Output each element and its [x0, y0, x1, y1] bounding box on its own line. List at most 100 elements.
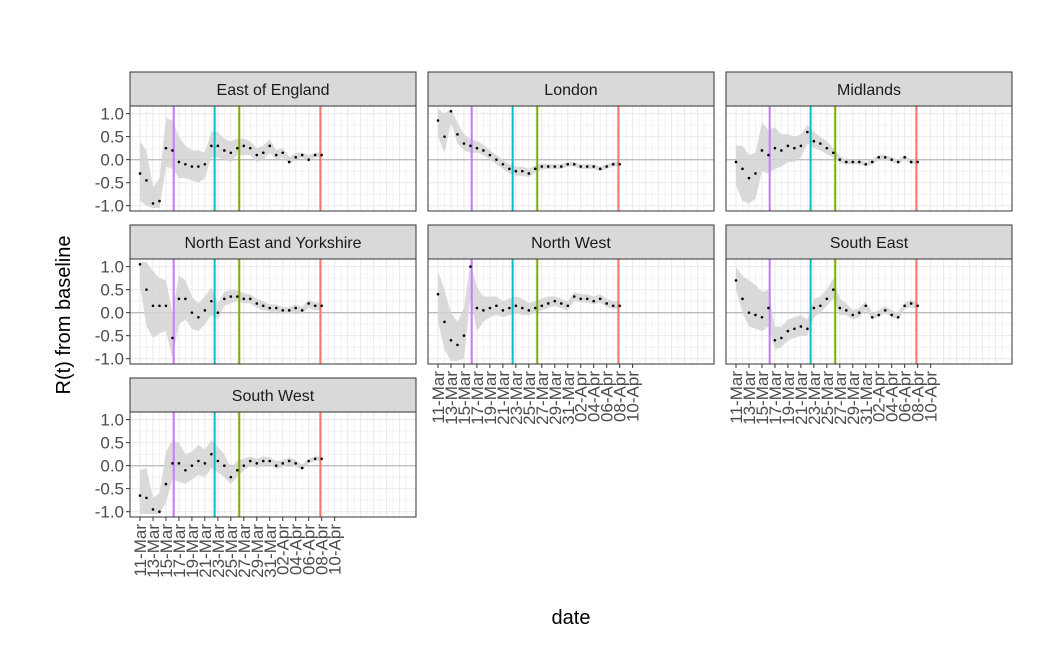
x-tick-label: 31-Mar: [261, 524, 280, 578]
panel-border-east-of-england: [129, 105, 417, 212]
data-point: [832, 288, 835, 291]
data-point: [495, 304, 498, 308]
data-point: [294, 306, 298, 310]
data-point: [793, 327, 796, 331]
data-point: [281, 151, 285, 155]
data-point: [313, 153, 317, 157]
data-point: [268, 306, 272, 310]
data-point: [223, 464, 226, 467]
data-point: [151, 202, 155, 205]
data-point: [799, 325, 803, 328]
data-point: [572, 295, 576, 298]
x-tick-label: 10-Apr: [922, 371, 941, 422]
data-point: [223, 297, 226, 301]
x-tick-label: 27-Mar: [235, 524, 254, 578]
panel-border-south-west: [129, 411, 417, 518]
x-tick-label: 06-Apr: [896, 371, 915, 422]
data-point: [261, 151, 265, 155]
x-tick-label: 08-Apr: [313, 524, 332, 575]
data-point: [780, 336, 783, 340]
data-point: [508, 167, 511, 171]
data-point: [754, 172, 757, 175]
data-point: [540, 304, 544, 308]
data-point: [488, 153, 492, 157]
data-point: [812, 306, 816, 310]
x-tick-label: 17-Mar: [468, 371, 487, 425]
data-point: [242, 297, 246, 301]
data-point: [158, 510, 161, 513]
data-point: [177, 297, 181, 301]
x-tick-label: 10-Apr: [326, 524, 345, 575]
panel-east-of-england: East of England 1.0 0.5 0.0 -0.5 -1.0: [95, 71, 417, 216]
x-tick-label: 21-Mar: [792, 371, 811, 425]
x-tick-label: 08-Apr: [909, 371, 928, 422]
panel-border-north-west: [427, 258, 715, 365]
data-point: [799, 144, 803, 148]
data-point: [890, 158, 894, 161]
data-point: [514, 169, 518, 173]
x-tick-label: 25-Mar: [818, 371, 837, 425]
strip-label-london: London: [544, 82, 597, 99]
data-point: [145, 496, 148, 500]
data-point: [171, 336, 174, 340]
data-point: [773, 338, 777, 342]
data-point: [274, 153, 278, 157]
data-point: [462, 142, 466, 145]
data-point: [307, 459, 310, 463]
y-axis-title: R(t) from baseline: [53, 236, 75, 395]
data-point: [164, 482, 168, 486]
x-tick-label: 27-Mar: [533, 371, 552, 425]
data-point: [553, 299, 557, 303]
data-point: [857, 311, 861, 314]
data-point: [909, 160, 913, 164]
data-point: [184, 162, 187, 166]
x-tick-label: 29-Mar: [546, 371, 565, 425]
data-point: [462, 334, 466, 337]
x-tick-label: 23-Mar: [209, 524, 228, 578]
x-tick-label: 29-Mar: [844, 371, 863, 425]
y-tick-label: 1.0: [100, 258, 124, 277]
data-point: [903, 156, 906, 159]
data-point: [838, 158, 842, 161]
x-tick-label: 29-Mar: [248, 524, 267, 578]
y-tick-label: 0.5: [100, 281, 124, 300]
x-tick-label: 23-Mar: [507, 371, 526, 425]
data-point: [864, 304, 868, 308]
data-point: [436, 119, 440, 122]
x-tick-label: 17-Mar: [170, 524, 189, 578]
data-point: [527, 309, 531, 312]
data-point: [274, 464, 278, 467]
data-point: [780, 149, 783, 152]
data-point: [268, 459, 272, 463]
panel-border-london: [427, 105, 715, 212]
data-point: [760, 315, 764, 319]
x-tick-label: 21-Mar: [494, 371, 513, 425]
strip-north-west: [427, 224, 715, 260]
strip-label-midlands: Midlands: [837, 82, 901, 99]
data-point: [734, 279, 738, 282]
data-point: [138, 494, 142, 497]
data-point: [255, 302, 259, 305]
data-point: [592, 299, 596, 303]
panel-border-north-east-and-yorkshire: [129, 258, 417, 365]
data-point: [495, 158, 498, 161]
data-point: [443, 320, 446, 324]
data-point: [767, 153, 770, 157]
data-point: [216, 144, 220, 148]
panel-south-east: South East 11-Mar13-Mar15-Mar17-Mar19-Mar…: [725, 224, 1013, 425]
data-point: [229, 475, 233, 479]
x-tick-label: 27-Mar: [831, 371, 850, 425]
x-tick-label: 02-Apr: [274, 524, 293, 575]
data-point: [540, 165, 544, 168]
ribbon-midlands: [736, 122, 918, 204]
data-point: [248, 146, 252, 150]
data-point: [443, 135, 446, 138]
panels-layer: East of England 1.0 0.5 0.0 -0.5 -1.0 London Mi…: [95, 71, 1013, 578]
data-point: [592, 165, 596, 168]
data-point: [870, 315, 874, 319]
strip-east-of-england: [129, 71, 417, 107]
data-point: [313, 304, 317, 308]
data-point: [449, 338, 453, 342]
x-tick-label: 11-Mar: [727, 371, 746, 424]
data-point: [138, 172, 142, 175]
